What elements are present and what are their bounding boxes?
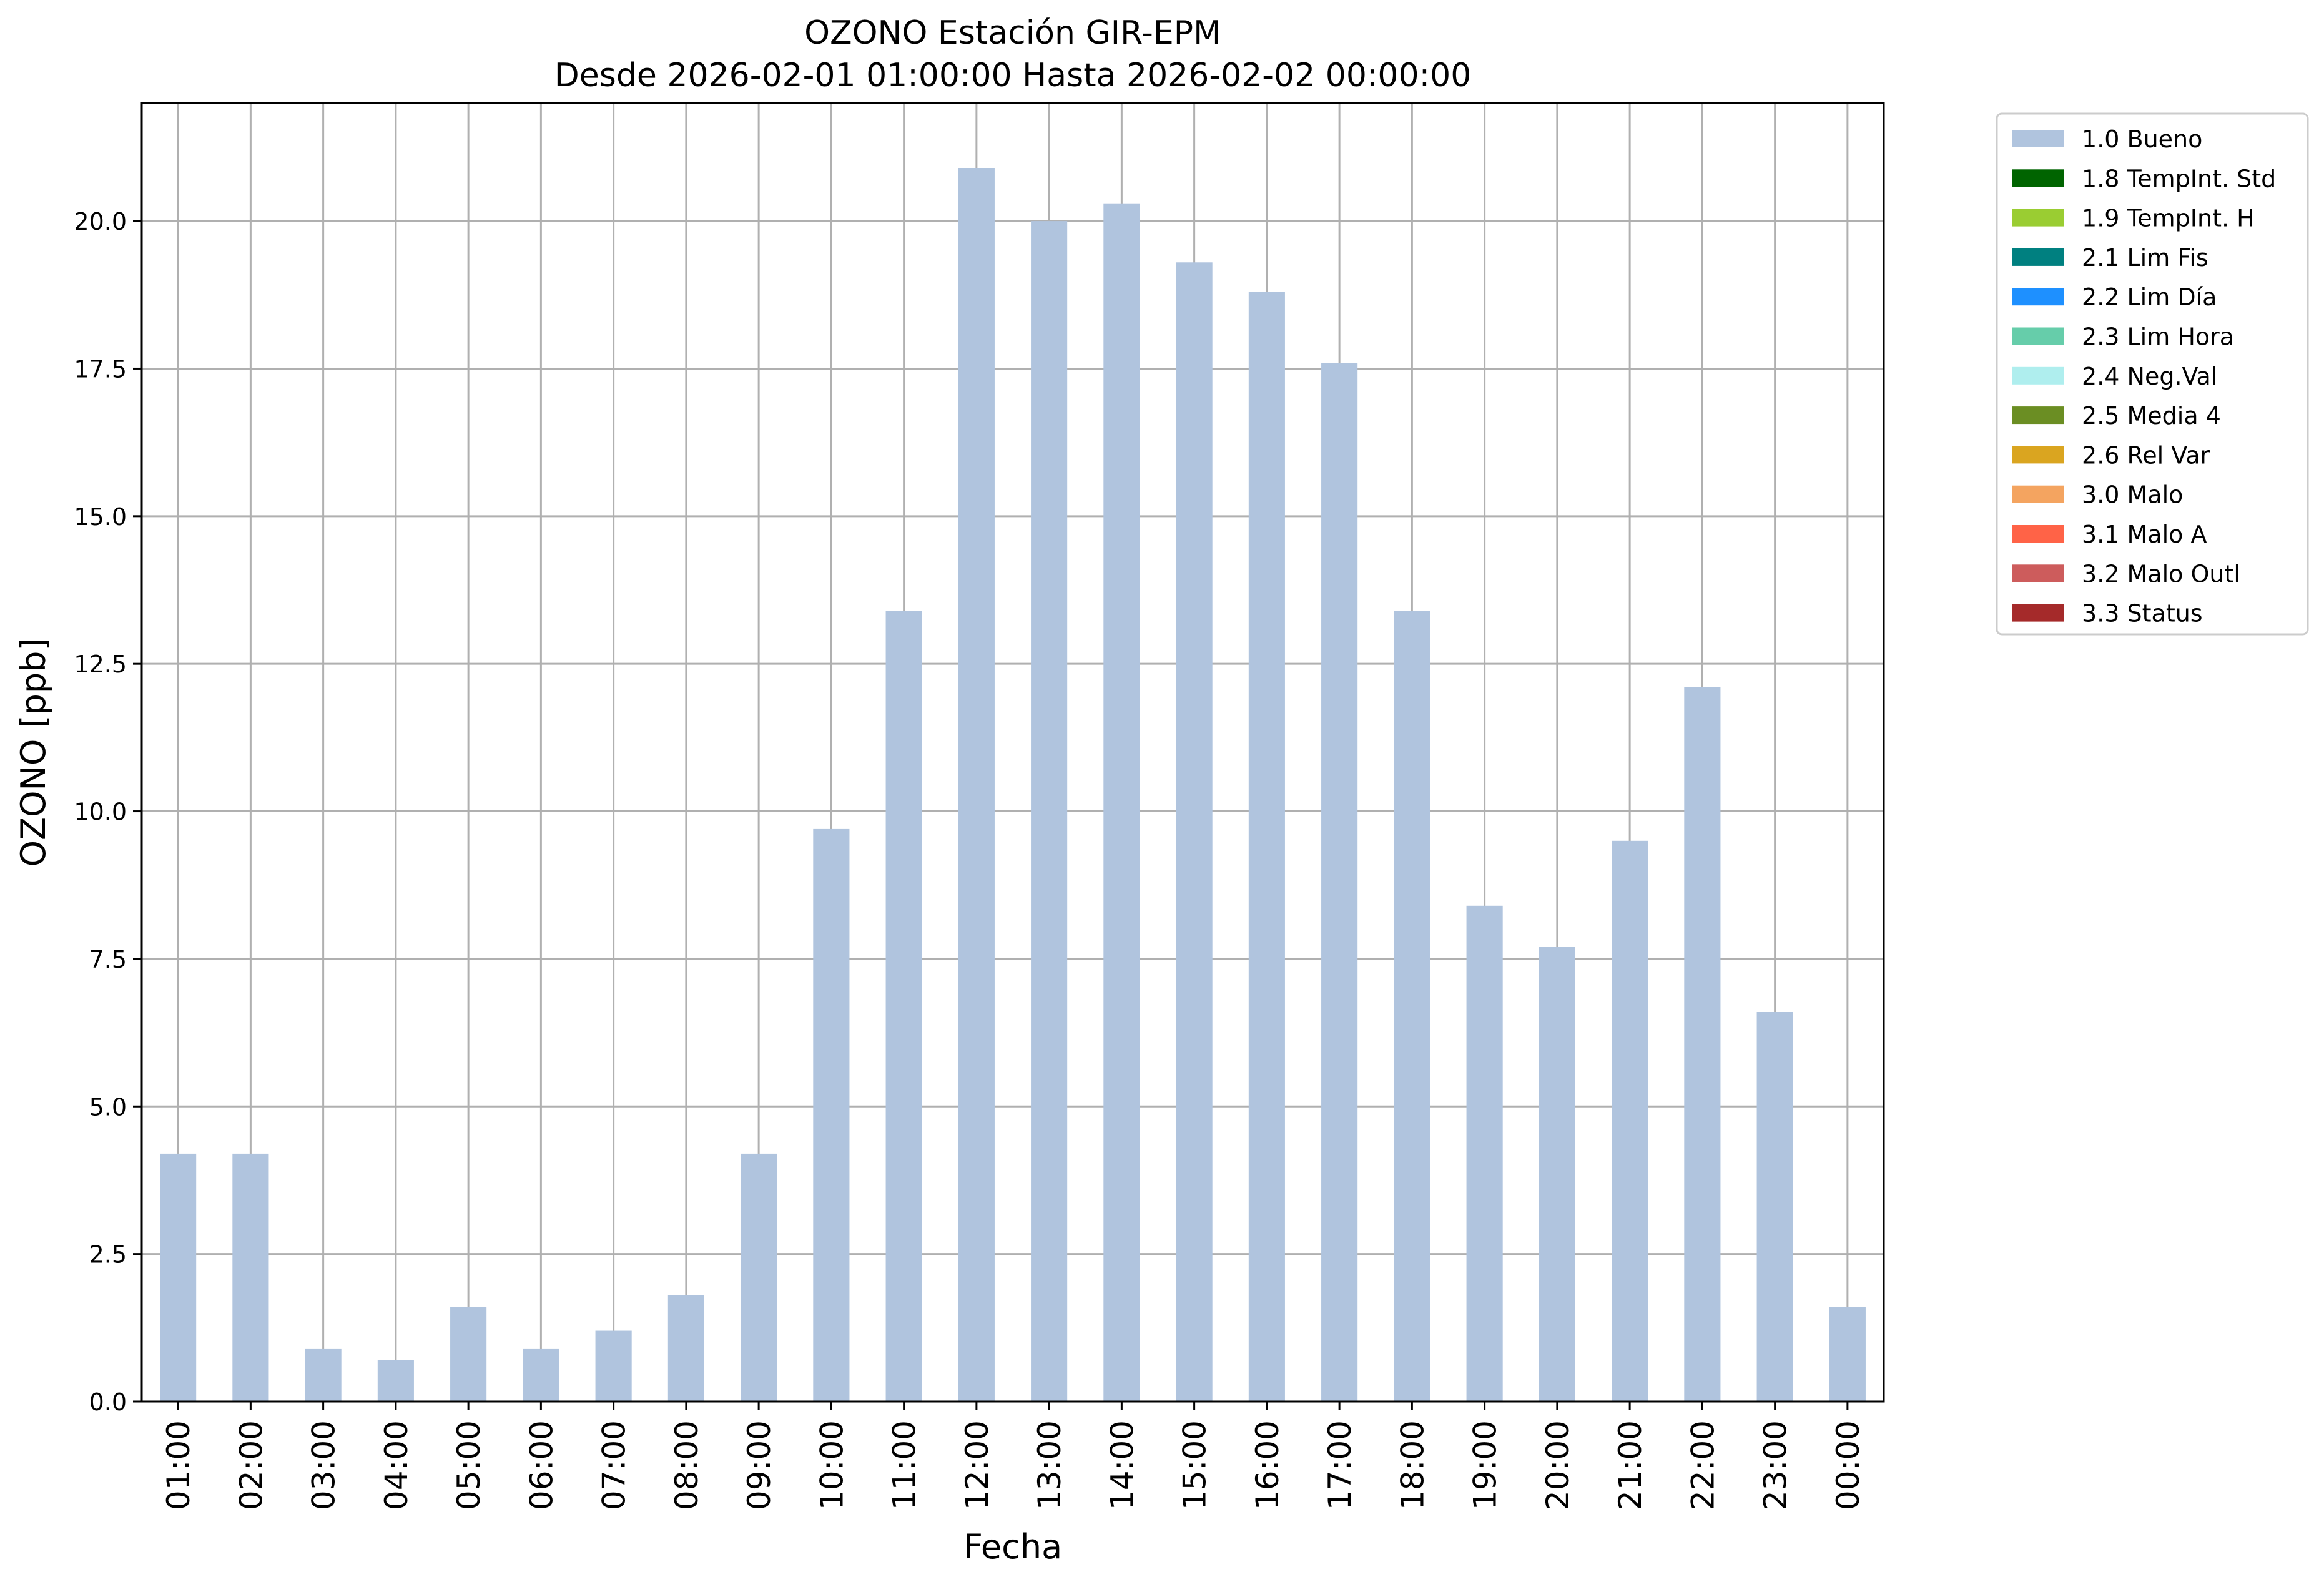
legend-swatch (2012, 366, 2064, 385)
x-axis: 01:00 02:00 03:00 04:00 05:00 06:00 07:00 08:00… (160, 1402, 1866, 1510)
legend-swatch (2012, 604, 2064, 622)
bar (1756, 1012, 1793, 1402)
bar (305, 1348, 342, 1402)
bar (1612, 840, 1648, 1402)
x-tick-label: 02:00 (233, 1420, 269, 1510)
legend-frame (1996, 112, 2309, 636)
bar (1394, 611, 1430, 1402)
bars-layer (160, 168, 1866, 1402)
legend: 1.0 Bueno 1.8 TempInt. Std 1.9 TempInt. H 2… (1996, 112, 2309, 636)
legend-label: 3.1 Malo A (2082, 521, 2207, 548)
legend-swatch (2012, 130, 2064, 147)
x-tick-label: 08:00 (669, 1420, 705, 1510)
legend-swatch (2012, 406, 2064, 425)
bar (813, 828, 850, 1402)
legend-label: 3.3 Status (2082, 600, 2203, 627)
legend-label: 2.2 Lim Día (2082, 283, 2217, 311)
legend-label: 2.6 Rel Var (2082, 441, 2210, 469)
chart-title: OZONO Estación GIR-EPM (804, 14, 1221, 52)
chart-subtitle: Desde 2026-02-01 01:00:00 Hasta 2026-02-… (554, 57, 1472, 94)
y-tick-label: 0.0 (89, 1388, 127, 1416)
x-tick-label: 13:00 (1032, 1420, 1068, 1510)
legend-label: 3.0 Malo (2082, 481, 2183, 509)
bar (450, 1307, 487, 1402)
bar (1103, 203, 1140, 1402)
bar (232, 1153, 269, 1402)
legend-label: 1.8 TempInt. Std (2082, 165, 2276, 192)
legend-label: 2.5 Media 4 (2082, 402, 2221, 430)
bar (1829, 1307, 1866, 1402)
y-axis-label: OZONO [ppb] (14, 637, 53, 867)
legend-swatch (2012, 169, 2064, 187)
x-tick-label: 09:00 (741, 1420, 777, 1510)
bar (1176, 262, 1213, 1402)
x-tick-label: 07:00 (596, 1420, 633, 1510)
x-tick-label: 11:00 (887, 1420, 923, 1510)
x-tick-label: 04:00 (378, 1420, 415, 1510)
bar (523, 1348, 559, 1402)
y-tick-label: 17.5 (74, 355, 127, 383)
legend-label: 2.3 Lim Hora (2082, 323, 2234, 351)
x-tick-label: 21:00 (1612, 1420, 1648, 1510)
bar (160, 1153, 197, 1402)
bar (595, 1330, 632, 1402)
x-tick-label: 23:00 (1758, 1420, 1794, 1510)
legend-label: 2.1 Lim Fis (2082, 244, 2208, 272)
bar (667, 1295, 704, 1402)
y-axis: 0.0 2.5 5.0 7.5 10.0 12.5 15.0 17.5 20.0 (74, 208, 142, 1416)
x-tick-label: 10:00 (814, 1420, 850, 1510)
legend-swatch (2012, 248, 2064, 266)
legend-swatch (2012, 564, 2064, 582)
legend-swatch (2012, 327, 2064, 345)
bar (1031, 221, 1068, 1402)
bar (1539, 947, 1575, 1402)
x-tick-label: 06:00 (523, 1420, 559, 1510)
bar (885, 611, 922, 1402)
legend-label: 3.2 Malo Outl (2082, 560, 2240, 587)
x-tick-label: 14:00 (1104, 1420, 1140, 1510)
x-tick-label: 17:00 (1322, 1420, 1358, 1510)
x-tick-label: 12:00 (959, 1420, 995, 1510)
y-tick-label: 20.0 (74, 208, 127, 235)
bar (958, 168, 995, 1402)
bar (1684, 687, 1721, 1402)
y-tick-label: 2.5 (89, 1241, 127, 1269)
y-tick-label: 15.0 (74, 503, 127, 531)
x-tick-label: 05:00 (451, 1420, 487, 1510)
y-tick-label: 10.0 (74, 798, 127, 826)
legend-label: 1.9 TempInt. H (2082, 205, 2255, 232)
y-tick-label: 5.0 (89, 1093, 127, 1121)
x-tick-label: 22:00 (1685, 1420, 1721, 1510)
legend-swatch (2012, 485, 2064, 503)
bar (1466, 905, 1503, 1402)
x-tick-label: 15:00 (1177, 1420, 1213, 1510)
bar (741, 1153, 777, 1402)
legend-swatch (2012, 525, 2064, 543)
x-tick-label: 03:00 (306, 1420, 342, 1510)
y-tick-label: 7.5 (89, 946, 127, 973)
legend-label: 2.4 Neg.Val (2082, 363, 2217, 390)
plot-area (140, 102, 1885, 1403)
x-tick-label: 19:00 (1467, 1420, 1504, 1510)
x-axis-label: Fecha (963, 1527, 1062, 1566)
y-tick-label: 12.5 (74, 651, 127, 678)
x-tick-label: 01:00 (160, 1420, 197, 1510)
legend-label: 1.0 Bueno (2082, 125, 2202, 153)
x-tick-label: 20:00 (1540, 1420, 1576, 1510)
bar (1248, 292, 1285, 1402)
legend-swatch (2012, 209, 2064, 227)
legend-swatch (2012, 446, 2064, 464)
x-tick-label: 16:00 (1249, 1420, 1286, 1510)
plot-frame (140, 102, 1885, 1403)
legend-swatch (2012, 288, 2064, 306)
x-tick-label: 00:00 (1830, 1420, 1866, 1510)
x-tick-label: 18:00 (1394, 1420, 1430, 1510)
bar (1321, 363, 1358, 1402)
bar (377, 1360, 414, 1402)
